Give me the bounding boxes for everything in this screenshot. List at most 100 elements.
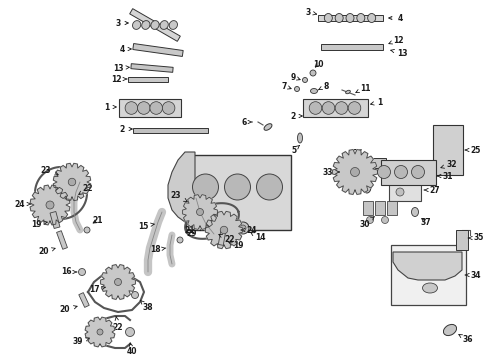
Text: 19: 19 [229, 242, 243, 251]
Text: 23: 23 [171, 190, 187, 202]
Polygon shape [53, 163, 91, 201]
Text: 33: 33 [323, 167, 339, 176]
Bar [358, 158, 386, 168]
Bar [387, 201, 397, 215]
Text: 27: 27 [424, 185, 441, 194]
Text: 38: 38 [141, 301, 153, 312]
Text: 20: 20 [60, 306, 77, 315]
Text: 14: 14 [251, 233, 265, 243]
Ellipse shape [224, 174, 250, 200]
Text: 22: 22 [79, 184, 93, 194]
Bar [321, 44, 383, 50]
Bar [375, 201, 385, 215]
Ellipse shape [196, 208, 203, 216]
Ellipse shape [125, 328, 134, 337]
Ellipse shape [240, 225, 246, 231]
Ellipse shape [310, 70, 316, 76]
Polygon shape [183, 195, 218, 229]
Bar [133, 44, 183, 57]
Ellipse shape [382, 216, 389, 224]
Ellipse shape [350, 167, 360, 176]
Text: 25: 25 [465, 145, 481, 154]
Polygon shape [100, 265, 135, 300]
Polygon shape [333, 150, 377, 194]
Bar [363, 201, 373, 215]
Bar [132, 127, 207, 132]
Text: 37: 37 [421, 217, 431, 226]
Text: 3: 3 [305, 8, 317, 17]
Text: 21: 21 [185, 225, 195, 234]
Ellipse shape [203, 217, 213, 227]
Bar [433, 125, 463, 175]
Ellipse shape [396, 188, 404, 196]
Ellipse shape [68, 178, 76, 186]
Text: 28: 28 [345, 180, 360, 189]
Bar [381, 159, 436, 185]
Bar [119, 99, 181, 117]
Bar [456, 230, 468, 250]
Ellipse shape [150, 102, 163, 114]
Ellipse shape [193, 174, 219, 200]
Ellipse shape [345, 90, 350, 94]
Ellipse shape [115, 279, 122, 285]
Text: 4: 4 [389, 14, 403, 23]
Text: 36: 36 [459, 334, 473, 345]
Ellipse shape [377, 166, 391, 179]
Text: 22: 22 [113, 317, 123, 332]
Ellipse shape [348, 102, 361, 114]
Bar [130, 9, 180, 41]
Ellipse shape [322, 102, 335, 114]
Text: 10: 10 [313, 59, 323, 68]
Ellipse shape [394, 166, 408, 179]
Ellipse shape [324, 14, 332, 23]
Ellipse shape [220, 226, 228, 234]
Ellipse shape [169, 21, 177, 30]
Text: 11: 11 [356, 84, 370, 93]
Ellipse shape [346, 14, 354, 23]
Text: 2: 2 [291, 112, 302, 121]
Text: 5: 5 [292, 145, 299, 154]
Text: 34: 34 [465, 270, 481, 279]
Ellipse shape [422, 283, 438, 293]
Ellipse shape [443, 324, 457, 336]
Ellipse shape [309, 102, 322, 114]
Text: 1: 1 [370, 98, 383, 107]
Text: 7: 7 [281, 81, 291, 90]
Ellipse shape [132, 21, 141, 30]
Text: 8: 8 [318, 81, 329, 90]
Bar [318, 15, 383, 21]
Text: 19: 19 [31, 220, 47, 229]
Text: 9: 9 [291, 72, 300, 81]
Ellipse shape [97, 329, 103, 335]
Text: 24: 24 [241, 225, 257, 234]
Ellipse shape [131, 292, 139, 298]
Ellipse shape [367, 216, 373, 224]
Text: 6: 6 [242, 117, 252, 126]
Ellipse shape [125, 102, 138, 114]
Ellipse shape [297, 133, 302, 143]
Bar [50, 211, 60, 229]
Ellipse shape [363, 181, 371, 193]
Text: 29: 29 [187, 227, 202, 239]
Text: 30: 30 [360, 217, 374, 229]
Ellipse shape [256, 174, 283, 200]
Ellipse shape [177, 237, 183, 243]
Ellipse shape [162, 102, 175, 114]
Text: 20: 20 [39, 248, 55, 256]
Ellipse shape [412, 166, 424, 179]
Text: 40: 40 [127, 343, 137, 356]
Text: 18: 18 [149, 246, 166, 255]
Ellipse shape [160, 21, 168, 30]
Polygon shape [205, 211, 243, 249]
Text: 12: 12 [111, 75, 127, 84]
Ellipse shape [335, 14, 343, 23]
Ellipse shape [138, 102, 150, 114]
Ellipse shape [205, 220, 211, 225]
Ellipse shape [78, 269, 85, 275]
Ellipse shape [264, 124, 272, 130]
Text: 13: 13 [391, 49, 407, 58]
Ellipse shape [84, 227, 90, 233]
Ellipse shape [151, 21, 159, 30]
Bar [56, 231, 68, 249]
Bar [128, 77, 168, 81]
